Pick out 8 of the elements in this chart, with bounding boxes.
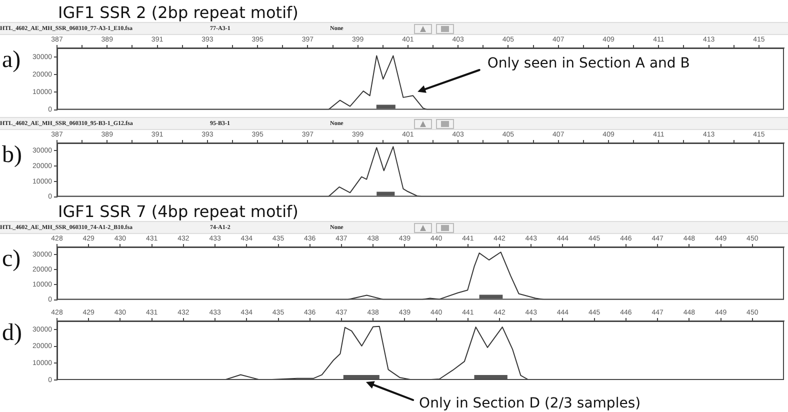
text: d)	[2, 320, 22, 347]
annotation: Only seen in Section A and B	[487, 56, 690, 72]
text: a)	[2, 47, 21, 74]
text: Only in Section D (2/3 samples)	[419, 396, 641, 412]
chart-title: IGF1 SSR 7 (4bp repeat motif)	[57, 202, 300, 221]
text: c)	[2, 246, 21, 273]
chart-title: IGF1 SSR 2 (2bp repeat motif)	[57, 3, 300, 22]
text: b)	[2, 142, 22, 169]
